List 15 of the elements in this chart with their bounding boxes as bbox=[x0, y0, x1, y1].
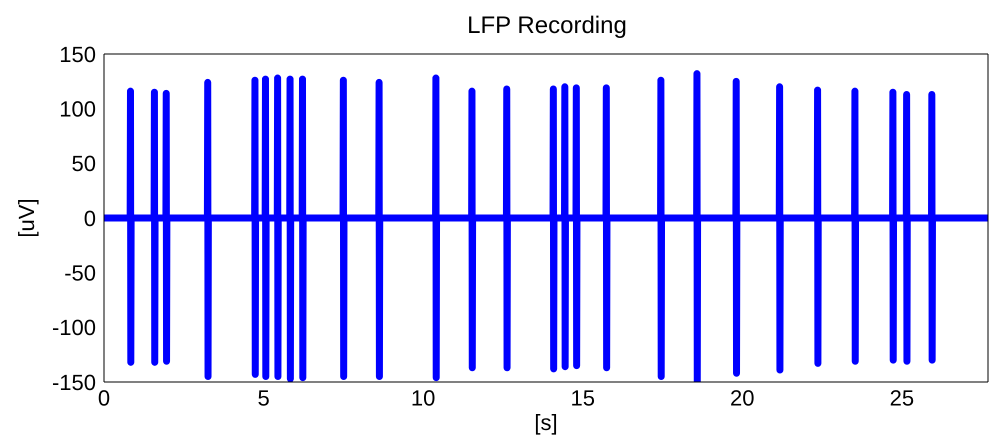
y-tick-label: 100 bbox=[59, 96, 96, 122]
chart-title: LFP Recording bbox=[466, 12, 628, 40]
x-tick-label: 20 bbox=[730, 386, 755, 411]
x-tick-label: 10 bbox=[410, 386, 436, 411]
y-tick-label: -150 bbox=[52, 370, 96, 395]
x-tick-label: 5 bbox=[257, 386, 270, 411]
x-tick-label: 25 bbox=[890, 386, 914, 411]
y-tick-label: -50 bbox=[64, 260, 96, 286]
y-tick-label: 150 bbox=[59, 42, 96, 67]
x-axis-title: [s] bbox=[534, 410, 558, 435]
y-tick-label: 50 bbox=[72, 151, 96, 176]
y-tick-label: 0 bbox=[84, 206, 96, 231]
y-axis-title: [uV] bbox=[14, 198, 39, 238]
y-tick-label: -100 bbox=[52, 315, 96, 340]
x-tick-label: 15 bbox=[570, 386, 595, 411]
